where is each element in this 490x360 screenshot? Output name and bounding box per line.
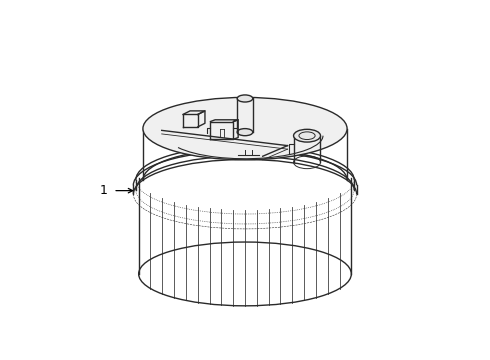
Ellipse shape xyxy=(143,98,347,160)
Ellipse shape xyxy=(294,129,320,142)
Ellipse shape xyxy=(237,129,253,136)
Text: 1: 1 xyxy=(99,184,107,197)
Ellipse shape xyxy=(237,95,253,102)
